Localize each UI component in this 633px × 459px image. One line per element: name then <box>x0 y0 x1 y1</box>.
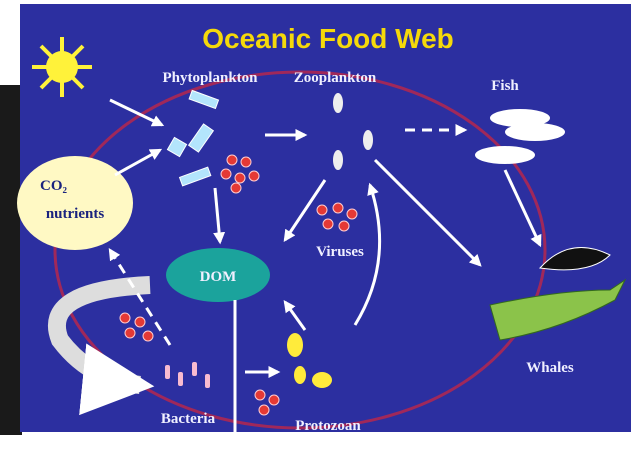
protozoan <box>294 366 306 384</box>
dot <box>125 328 135 338</box>
node-label: Zooplankton <box>294 70 377 86</box>
dot <box>333 203 343 213</box>
fish-shape <box>505 123 565 141</box>
dot <box>235 173 245 183</box>
protozoan <box>287 333 303 357</box>
dot <box>231 183 241 193</box>
dot <box>255 390 265 400</box>
cell <box>165 365 170 379</box>
zoo <box>363 130 373 150</box>
node-label: Protozoan <box>295 418 361 434</box>
sun-rays <box>32 37 92 97</box>
dot <box>339 221 349 231</box>
diagram: Oceanic Food Web CO₂ nutrients DOM <box>0 0 633 459</box>
cell <box>178 372 183 386</box>
node-label: Fish <box>491 78 519 94</box>
dom-label: DOM <box>200 269 237 285</box>
node-label: Whales <box>526 360 574 376</box>
cell <box>192 362 197 376</box>
title: Oceanic Food Web <box>202 23 454 54</box>
dot <box>143 331 153 341</box>
zoo <box>333 150 343 170</box>
nutrient-pool <box>17 156 133 250</box>
dot <box>259 405 269 415</box>
dot <box>249 171 259 181</box>
sun <box>32 37 92 97</box>
dot <box>347 209 357 219</box>
left-photo-strip <box>0 85 22 435</box>
dot <box>120 313 130 323</box>
dot <box>269 395 279 405</box>
co2-label: CO₂ <box>40 178 68 194</box>
dot <box>241 157 251 167</box>
page: Oceanic Food Web CO₂ nutrients DOM <box>0 0 633 459</box>
dot <box>227 155 237 165</box>
node-label: Phytoplankton <box>162 70 258 86</box>
protozoan <box>312 372 332 388</box>
node-label: Viruses <box>316 244 364 260</box>
dot <box>317 205 327 215</box>
dot <box>323 219 333 229</box>
cell <box>205 374 210 388</box>
fish-shape <box>475 146 535 164</box>
zoo <box>333 93 343 113</box>
nutrients-label: nutrients <box>46 206 105 222</box>
dot <box>221 169 231 179</box>
dot <box>135 317 145 327</box>
node-label: Bacteria <box>161 411 216 427</box>
